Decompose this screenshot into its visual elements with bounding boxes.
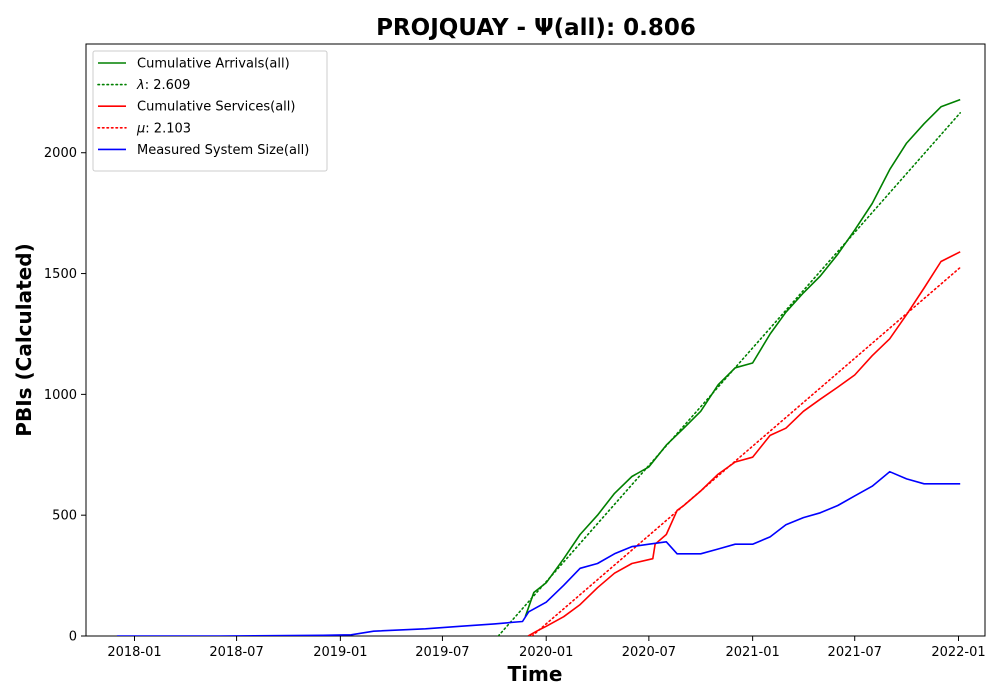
y-tick-label-4: 2000	[44, 146, 77, 161]
chart-title: PROJQUAY - Ψ(all): 0.806	[376, 15, 696, 41]
x-tick-label-7: 2021-07	[828, 645, 882, 660]
y-tick-label-1: 500	[52, 509, 77, 524]
x-axis-label: Time	[508, 662, 563, 686]
y-tick-label-3: 1500	[44, 267, 77, 282]
legend-entry-1: λ: 2.609	[136, 78, 190, 93]
legend-entry-2: Cumulative Services(all)	[137, 100, 295, 115]
x-tick-label-4: 2020-01	[519, 645, 573, 660]
x-tick-label-3: 2019-07	[415, 645, 469, 660]
series-line-0	[524, 98, 961, 617]
series-layer	[117, 98, 962, 636]
x-tick-label-0: 2018-01	[107, 645, 161, 660]
legend-entry-3: μ: 2.103	[136, 121, 191, 136]
y-tick-label-2: 1000	[44, 388, 77, 403]
y-axis-label: PBIs (Calculated)	[12, 243, 36, 436]
plot-area	[85, 43, 986, 637]
y-axis: 0 500 1000 1500 2000	[44, 146, 86, 645]
x-tick-label-8: 2022-01	[931, 645, 985, 660]
legend-entry-4: Measured System Size(all)	[137, 143, 309, 158]
x-tick-label-6: 2021-01	[725, 645, 779, 660]
series-line-2	[527, 251, 961, 636]
legend: Cumulative Arrivals(all) λ: 2.609 Cumulati…	[92, 50, 328, 172]
y-tick-label-0: 0	[69, 630, 77, 645]
series-line-3	[531, 266, 962, 636]
legend-entry-0: Cumulative Arrivals(all)	[137, 57, 290, 72]
x-axis: 2018-01 2018-07 2019-01 2019-07 2020-01 2020-…	[107, 636, 986, 660]
legend-box	[92, 50, 328, 172]
x-tick-label-5: 2020-07	[622, 645, 676, 660]
x-tick-label-1: 2018-07	[209, 645, 263, 660]
series-line-4	[117, 470, 961, 636]
x-tick-label-2: 2019-01	[313, 645, 367, 660]
series-line-1	[497, 112, 962, 636]
